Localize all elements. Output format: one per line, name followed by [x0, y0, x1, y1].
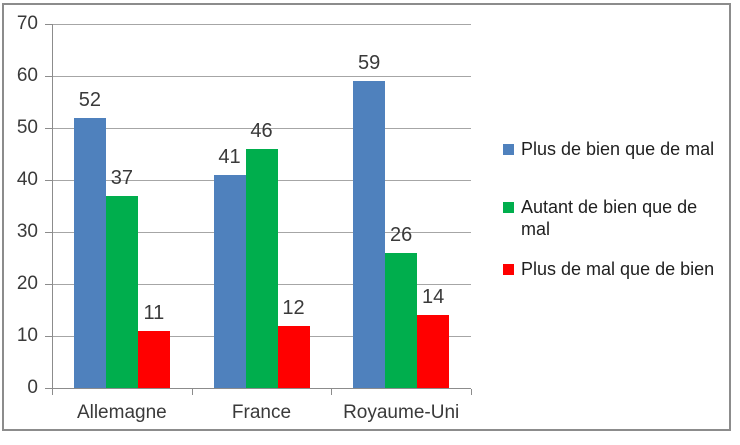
x-axis-tick — [471, 389, 472, 395]
x-axis-tick — [331, 389, 333, 395]
bar-allemagne-series1 — [73, 117, 106, 388]
y-axis-label-0: 0 — [27, 377, 38, 398]
data-label-allemagne-series2: 37 — [110, 166, 133, 189]
y-axis-line — [52, 24, 53, 388]
data-label-france-series1: 41 — [218, 145, 241, 168]
data-label-royaume-uni-series2: 26 — [390, 223, 413, 246]
y-axis-label-60: 60 — [16, 65, 38, 86]
data-label-royaume-uni-series1: 59 — [358, 52, 381, 75]
data-label-france-series2: 46 — [250, 119, 273, 142]
x-axis-label-royaume-uni: Royaume-Uni — [343, 402, 460, 423]
data-label-allemagne-series1: 52 — [78, 88, 101, 111]
y-axis-tick — [45, 76, 52, 77]
y-axis-label-10: 10 — [16, 325, 38, 346]
y-axis-tick — [45, 388, 52, 389]
legend-swatch-series1 — [503, 144, 514, 155]
legend-item-series2: Autant de bien que de mal — [500, 196, 723, 240]
bar-allemagne-series2 — [105, 195, 138, 388]
legend-label-series1: Plus de bien que de mal — [521, 139, 715, 159]
bar-royaume-uni-series2 — [385, 252, 418, 388]
y-axis-label-30: 30 — [16, 221, 38, 242]
y-axis-tick — [45, 24, 52, 25]
legend-label-series2: Autant de bien que de mal — [521, 197, 698, 239]
y-axis-tick — [45, 128, 52, 129]
bar-allemagne-series3 — [137, 330, 170, 388]
y-axis-label-40: 40 — [16, 169, 38, 190]
x-axis-tick — [52, 389, 53, 395]
x-axis-label-france: France — [231, 402, 292, 423]
y-axis-tick — [45, 180, 52, 181]
legend-item-series1: Plus de bien que de mal — [500, 138, 723, 160]
y-axis-tick — [45, 336, 52, 337]
x-axis-label-allemagne: Allemagne — [76, 402, 167, 423]
bar-royaume-uni-series3 — [417, 315, 450, 388]
bar-france-series1 — [213, 174, 246, 388]
legend-swatch-series2 — [503, 202, 514, 213]
x-axis-tick — [191, 389, 193, 395]
bar-france-series2 — [245, 148, 278, 388]
legend-label-series3: Plus de mal que de bien — [521, 259, 715, 279]
gridline-60 — [52, 76, 471, 77]
x-axis-line — [52, 388, 471, 389]
bar-france-series3 — [277, 325, 310, 388]
data-label-allemagne-series3: 11 — [143, 301, 165, 324]
y-axis-tick — [45, 232, 52, 233]
data-label-france-series3: 12 — [282, 296, 305, 319]
bar-royaume-uni-series1 — [353, 81, 386, 388]
gridline-70 — [52, 24, 471, 25]
data-label-royaume-uni-series3: 14 — [422, 286, 445, 309]
y-axis-label-70: 70 — [16, 13, 38, 34]
legend-swatch-series3 — [503, 264, 514, 275]
y-axis-tick — [45, 284, 52, 285]
gridline-50 — [52, 128, 471, 129]
legend-item-series3: Plus de mal que de bien — [500, 258, 723, 280]
y-axis-label-20: 20 — [16, 273, 38, 294]
y-axis-label-50: 50 — [16, 117, 38, 138]
